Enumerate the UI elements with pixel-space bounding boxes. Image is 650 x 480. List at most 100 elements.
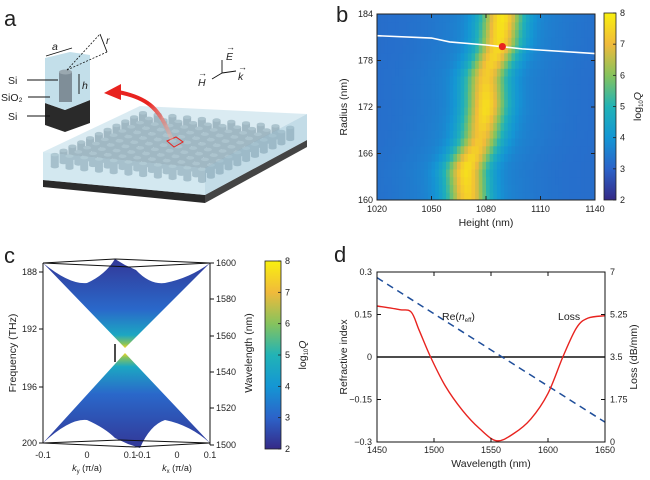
- heatmap-cell: [496, 130, 502, 139]
- heatmap-cell: [573, 107, 578, 116]
- heatmap-cell: [467, 52, 472, 61]
- heatmap-cell: [493, 99, 498, 108]
- heatmap-cell: [565, 99, 571, 108]
- heatmap-cell: [515, 21, 520, 30]
- heatmap-cell: [475, 145, 480, 154]
- heatmap-cell: [398, 99, 403, 108]
- ky-axis-label: ky (π/a): [72, 463, 102, 475]
- heatmap-cell: [449, 107, 454, 116]
- heatmap-cell: [427, 145, 432, 154]
- heatmap-cell: [460, 14, 465, 23]
- heatmap-cell: [518, 76, 523, 85]
- heatmap-cell: [387, 99, 393, 108]
- heatmap-cell: [377, 45, 382, 54]
- heatmap-cell: [565, 60, 571, 69]
- heatmap-cell: [438, 138, 443, 147]
- heatmap-cell: [416, 122, 422, 131]
- heatmap-cell: [536, 161, 541, 170]
- heatmap-cell: [584, 99, 589, 108]
- heatmap-cell: [529, 145, 534, 154]
- heatmap-cell: [406, 176, 411, 185]
- heatmap-cell: [427, 184, 432, 193]
- heatmap-cell: [406, 14, 411, 23]
- heatmap-cell: [518, 99, 523, 108]
- heatmap-cell: [525, 122, 531, 131]
- heatmap-cell: [471, 153, 476, 162]
- heatmap-cell: [442, 107, 447, 116]
- heatmap-cell: [525, 91, 531, 100]
- heatmap-cell: [427, 161, 432, 170]
- heatmap-cell: [464, 91, 469, 100]
- heatmap-cell: [489, 153, 494, 162]
- heatmap-cell: [558, 114, 563, 123]
- heatmap-cell: [529, 21, 534, 30]
- heatmap-cell: [584, 21, 589, 30]
- colorbar-tick-label: 2: [285, 444, 290, 454]
- heatmap-cell: [565, 169, 571, 178]
- heatmap-cell: [475, 45, 480, 54]
- heatmap-cell: [391, 91, 396, 100]
- heatmap-cell: [478, 68, 483, 77]
- heatmap-cell: [525, 60, 531, 69]
- heatmap-cell: [435, 169, 440, 178]
- heatmap-cell: [395, 169, 400, 178]
- x-tick-label: 1050: [421, 204, 441, 214]
- heatmap-cell: [482, 99, 487, 108]
- heatmap-cell: [555, 83, 560, 92]
- colorbar-label: log10Q: [632, 92, 645, 121]
- heatmap-cell: [380, 169, 385, 178]
- heatmap-cell: [580, 138, 585, 147]
- heatmap-cell: [442, 153, 447, 162]
- heatmap-cell: [518, 153, 523, 162]
- heatmap-cell: [587, 14, 592, 23]
- heatmap-cell: [591, 45, 596, 54]
- heatmap-cell: [529, 29, 534, 38]
- heatmap-cell: [529, 107, 534, 116]
- heatmap-cell: [576, 68, 581, 77]
- heatmap-cell: [591, 76, 596, 85]
- heatmap-cell: [515, 169, 520, 178]
- heatmap-cell: [435, 114, 440, 123]
- heatmap-cell: [555, 176, 560, 185]
- heatmap-cell: [573, 68, 578, 77]
- y-left-tick-label: 0: [367, 352, 372, 362]
- heatmap-cell: [446, 52, 451, 61]
- heatmap-cell: [471, 184, 476, 193]
- heatmap-cell: [562, 107, 567, 116]
- heatmap-cell: [478, 114, 483, 123]
- heatmap-cell: [587, 83, 592, 92]
- heatmap-cell: [544, 122, 549, 131]
- heatmap-cell: [569, 161, 574, 170]
- heatmap-cell: [486, 29, 491, 38]
- heatmap-cell: [395, 114, 400, 123]
- heatmap-cell: [395, 145, 400, 154]
- heatmap-cell: [449, 130, 454, 139]
- heatmap-cell: [427, 76, 432, 85]
- substrate-front: [43, 180, 205, 203]
- heatmap-cell: [471, 99, 476, 108]
- heatmap-cell: [380, 14, 385, 23]
- heatmap-cell: [402, 107, 407, 116]
- heatmap-cell: [438, 184, 443, 193]
- heatmap-cell: [431, 29, 436, 38]
- heatmap-cell: [507, 161, 512, 170]
- heatmap-cell: [438, 52, 443, 61]
- heatmap-cell: [449, 83, 454, 92]
- heatmap-cell: [536, 37, 541, 46]
- heatmap-cell: [522, 122, 527, 131]
- y-tick-label: 160: [358, 195, 373, 205]
- heatmap-cell: [518, 91, 523, 100]
- heatmap-cell: [464, 14, 469, 23]
- heatmap-cell: [387, 37, 393, 46]
- heatmap-cell: [558, 52, 563, 61]
- heatmap-cell: [395, 161, 400, 170]
- heatmap-cell: [500, 184, 505, 193]
- heatmap-cell: [551, 37, 556, 46]
- heatmap-cell: [416, 114, 422, 123]
- heatmap-cell: [377, 29, 382, 38]
- k-unit: (π/a): [170, 463, 192, 473]
- heatmap-cell: [478, 192, 483, 201]
- heatmap-cell: [427, 14, 432, 23]
- heatmap-cell: [551, 138, 556, 147]
- heatmap-cell: [402, 184, 407, 193]
